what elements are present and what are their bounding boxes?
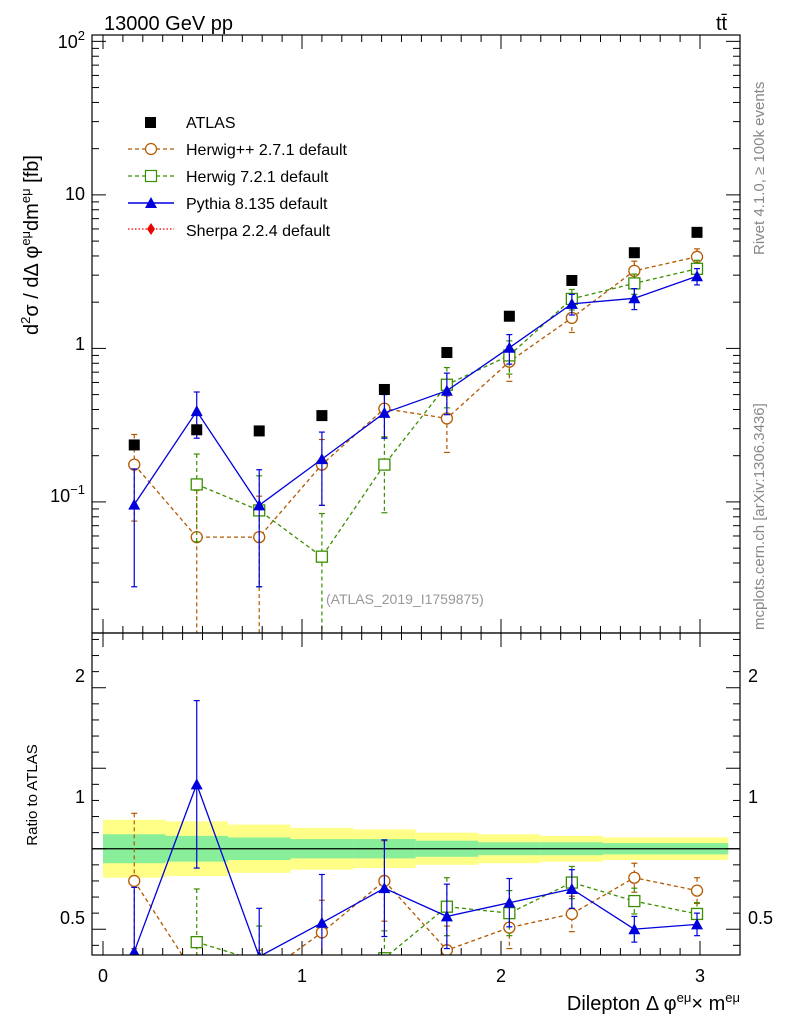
- ratio-line-herwigpp: [133, 877, 698, 955]
- main-point-pythia: [190, 405, 203, 417]
- ratio-point-pythia: [378, 882, 391, 894]
- ratio-point-pythia: [129, 945, 140, 955]
- ratio-point-pythia: [691, 918, 704, 930]
- main-point-atlas: [441, 347, 453, 359]
- main-point-atlas: [503, 310, 515, 322]
- ratio-point-herwigpp: [628, 871, 641, 884]
- main-point-pythia: [440, 384, 453, 396]
- ratio-point-pythia: [628, 923, 641, 935]
- main-point-atlas: [128, 439, 140, 451]
- main-point-pythia: [503, 341, 516, 353]
- ytick-label-0.1: 10−1: [50, 482, 85, 506]
- main-point-herwig7: [190, 478, 203, 491]
- main-series-herwig7: [190, 259, 704, 633]
- ratio-ytick-label-0.5: 0.5: [60, 908, 85, 928]
- legend-label-atlas: ATLAS: [186, 115, 236, 132]
- legend-label-sherpa: Sherpa 2.2.4 default: [186, 223, 331, 240]
- xtick-label-1: 1: [297, 966, 307, 986]
- ratio-point-pythia: [256, 950, 262, 955]
- ratio-point-pythia: [315, 916, 328, 928]
- ratio-point-herwig7: [316, 985, 327, 996]
- ytick-label-100: 102: [58, 28, 85, 52]
- xtick-label-2: 2: [496, 966, 506, 986]
- ratio-point-herwig7: [254, 956, 265, 967]
- main-point-atlas: [378, 383, 390, 395]
- legend-marker-pythia: [145, 197, 157, 208]
- main-point-pythia: [128, 498, 141, 510]
- main-point-pythia: [565, 297, 578, 309]
- ratio-ytick-label-right-1: 1: [748, 787, 758, 807]
- main-point-herwig7: [378, 458, 391, 471]
- mcplots-label: mcplots.cern.ch [arXiv:1306.3436]: [751, 403, 768, 630]
- main-y-axis-title: d2σ / dΔ φeμdmeμ [fb]: [18, 155, 43, 335]
- xtick-label-0: 0: [98, 966, 108, 986]
- process-label: tt̄: [716, 13, 728, 35]
- legend-marker-sherpa: [147, 223, 155, 235]
- legend-marker-herwigpp: [144, 142, 158, 156]
- ratio-point-herwigpp: [690, 884, 704, 897]
- legend-marker-herwig7: [144, 169, 158, 183]
- main-series-atlas: [128, 226, 703, 451]
- ratio-point-herwigpp: [565, 907, 578, 921]
- ratio-point-herwig7: [378, 952, 391, 955]
- main-point-atlas: [253, 425, 265, 437]
- ratio-ytick-label-1: 1: [75, 787, 85, 807]
- main-series-pythia: [128, 267, 704, 588]
- ratio-ytick-label-2: 2: [75, 666, 85, 686]
- main-point-atlas: [628, 247, 640, 259]
- main-point-herwig7: [315, 550, 329, 563]
- ratio-y-axis-title: Ratio to ATLAS: [24, 744, 41, 845]
- main-point-atlas: [316, 410, 328, 422]
- ratio-point-pythia: [503, 896, 516, 908]
- main-point-atlas: [691, 226, 703, 238]
- legend-label-herwig7: Herwig 7.2.1 default: [186, 169, 329, 186]
- main-point-pythia: [378, 406, 391, 418]
- ratio-point-herwigpp: [254, 972, 265, 983]
- ratio-point-pythia: [440, 910, 453, 922]
- main-point-pythia: [628, 292, 641, 304]
- main-plot: (ATLAS_2019_I1759875) 102 10 1 10−1 d2σ …: [18, 28, 741, 634]
- ratio-plot: 2 1 0.5 2 1 0.5 0 1 2 3 Ratio to ATLAS D…: [24, 632, 773, 1015]
- ratio-point-herwigpp: [128, 874, 141, 888]
- main-point-herwig7: [628, 277, 641, 290]
- ratio-point-herwig7: [190, 935, 203, 949]
- main-point-atlas: [191, 424, 203, 436]
- ratio-point-pythia: [565, 882, 578, 894]
- main-point-atlas: [566, 274, 578, 286]
- rivet-label: Rivet 4.1.0, ≥ 100k events: [751, 82, 768, 255]
- legend: ATLAS Herwig++ 2.7.1 default Herwig 7.2.…: [128, 115, 348, 240]
- legend-label-pythia: Pythia 8.135 default: [186, 196, 328, 213]
- energy-label: 13000 GeV pp: [104, 13, 233, 35]
- ratio-ytick-label-right-2: 2: [748, 666, 758, 686]
- ratio-line-pythia: [133, 782, 698, 955]
- xtick-label-3: 3: [695, 966, 705, 986]
- main-point-pythia: [691, 270, 704, 282]
- ratio-point-herwigpp: [191, 972, 202, 983]
- main-line-pythia: [133, 275, 698, 507]
- ytick-label-10: 10: [65, 184, 85, 204]
- x-axis-title: Dilepton Δ φeμ× meμ: [567, 990, 740, 1015]
- analysis-watermark: (ATLAS_2019_I1759875): [326, 591, 484, 607]
- ytick-label-1: 1: [75, 334, 85, 354]
- legend-label-herwigpp: Herwig++ 2.7.1 default: [186, 142, 348, 159]
- main-point-pythia: [315, 453, 328, 465]
- legend-marker-atlas: [145, 117, 156, 128]
- ratio-point-herwig7: [628, 894, 641, 908]
- main-line-herwigpp: [133, 256, 698, 538]
- ratio-series-pythia: [129, 700, 704, 955]
- ratio-ytick-label-right-0.5: 0.5: [748, 908, 773, 928]
- ratio-point-pythia: [190, 778, 203, 790]
- ratio-frame: [91, 632, 741, 956]
- main-point-pythia: [253, 499, 266, 511]
